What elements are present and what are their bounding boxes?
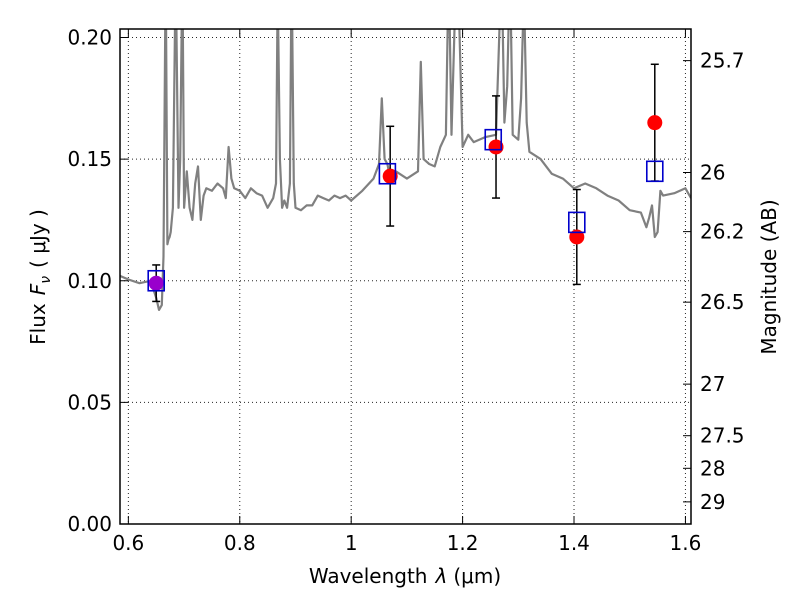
y2-tick-label: 26.5	[700, 290, 745, 314]
plot-frame	[119, 28, 692, 525]
y2-axis-label: Magnitude (AB)	[757, 199, 781, 354]
y2-tick-label: 27.5	[700, 424, 745, 448]
y2-tick-label: 25.7	[700, 49, 745, 73]
x-tick-label: 1.4	[558, 531, 590, 555]
x-tick-label: 1.6	[670, 531, 702, 555]
y-tick-label: 0.00	[67, 512, 112, 536]
x-axis-label: Wavelength λ (μm)	[309, 564, 501, 588]
axis-ticks	[120, 29, 691, 525]
x-tick-label: 0.8	[224, 531, 256, 555]
observed-point	[647, 115, 663, 131]
grid	[120, 29, 691, 524]
observed-point	[148, 275, 164, 291]
observed-points	[148, 115, 663, 291]
spectrum-polyline	[120, 29, 691, 311]
tick-labels: 0.6 0.8 1 1.2 1.4 1.6 0.00 0.05 0.10 0.15 0.20 25.7…	[67, 26, 744, 555]
x-tick-label: 1.2	[447, 531, 479, 555]
model-point	[378, 162, 397, 185]
y-tick-label: 0.10	[67, 269, 112, 293]
observed-point	[488, 139, 504, 155]
y2-tick-label: 26	[700, 161, 725, 185]
y2-tick-label: 28	[700, 456, 725, 480]
x-tick-label: 0.6	[112, 531, 144, 555]
observed-point	[569, 229, 585, 245]
observed-point	[382, 168, 398, 184]
y-axis-label: FluxFν( μJy )	[26, 209, 54, 345]
y-tick-label: 0.15	[67, 147, 112, 171]
model-points	[147, 128, 664, 292]
y2-tick-label: 26.2	[700, 220, 745, 244]
model-point	[645, 160, 664, 183]
model-point	[567, 211, 586, 234]
x-tick-label: 1	[345, 531, 358, 555]
y-tick-label: 0.05	[67, 390, 112, 414]
model-point	[484, 128, 503, 151]
error-bars	[152, 63, 659, 303]
model-point	[147, 269, 166, 292]
y2-tick-label: 29	[700, 490, 725, 514]
model-spectrum-line	[120, 29, 691, 311]
y-tick-label: 0.20	[67, 26, 112, 50]
y2-tick-label: 27	[700, 372, 725, 396]
